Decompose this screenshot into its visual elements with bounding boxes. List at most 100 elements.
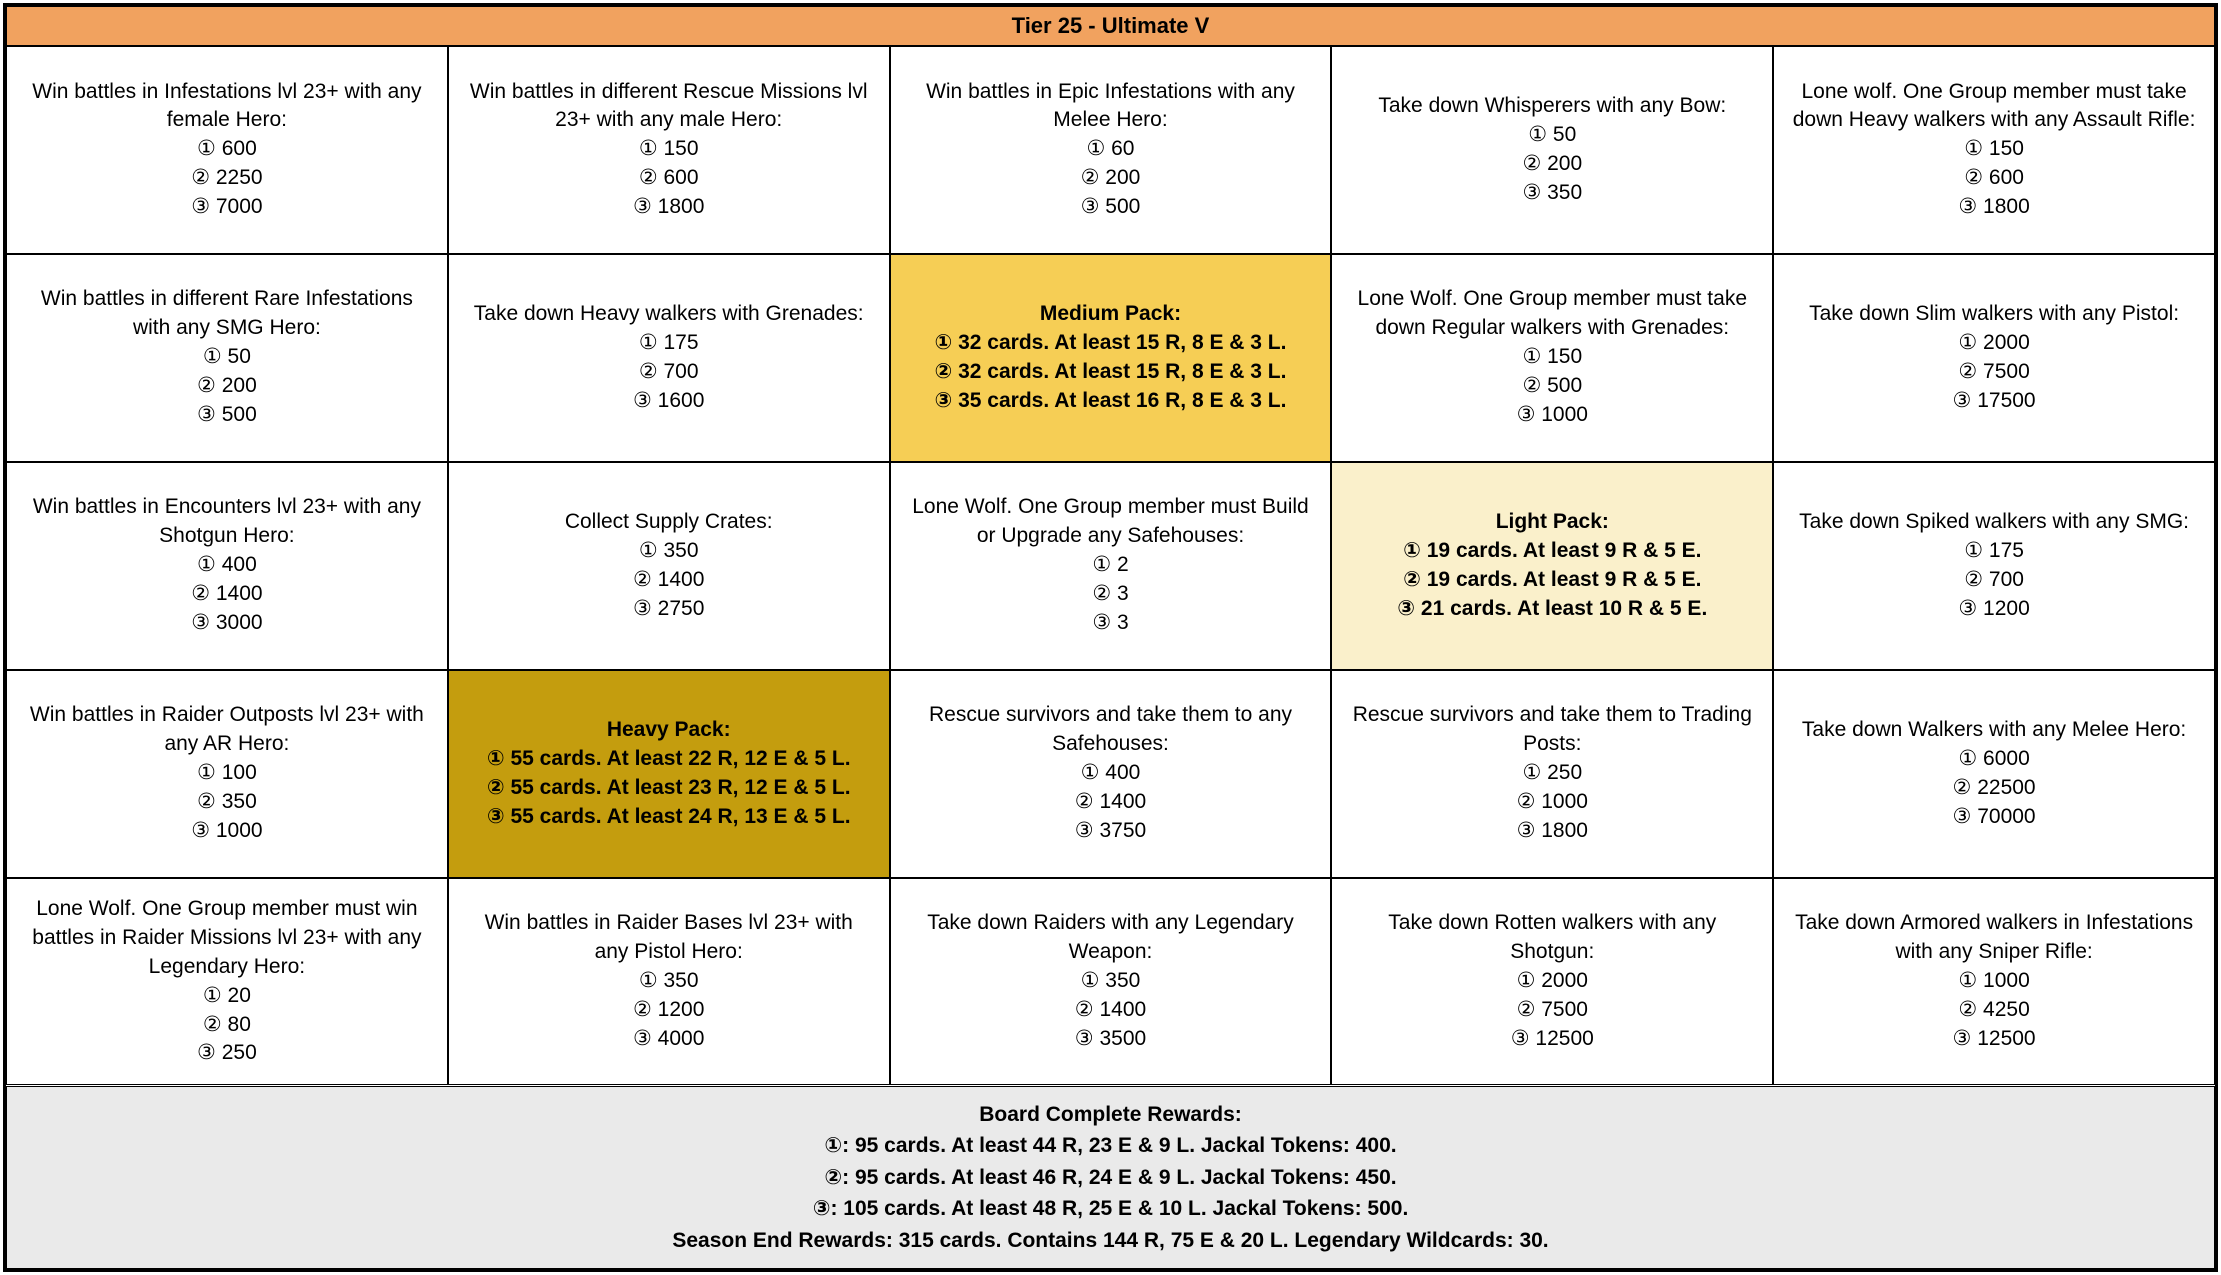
challenge-cell-r2c5: Take down Slim walkers with any Pistol: … [1773,253,2215,462]
reward-line-3: ③ 3 [1092,611,1129,635]
reward-line-3: ③ 250 [197,1041,257,1065]
challenge-title: Take down Rotten walkers with any Shotgu… [1388,911,1717,964]
reward-line-2: ② 80 [202,1012,251,1036]
reward-line-1: ① 350 [638,538,699,562]
challenge-title: Win battles in Raider Outposts lvl 23+ w… [29,703,424,756]
reward-line-2: ② 2250 [191,166,263,190]
pack-title: Light Pack: [1495,509,1609,533]
challenge-cell-r4c1: Win battles in Raider Outposts lvl 23+ w… [6,669,448,878]
challenge-title: Win battles in Epic Infestations with an… [926,79,1295,132]
challenge-cell-r3c1: Win battles in Encounters lvl 23+ with a… [6,461,448,670]
footer-reward-line-2: ②: 95 cards. At least 46 R, 24 E & 9 L. … [824,1165,1397,1189]
reward-line-3: ③ 1800 [633,195,705,219]
reward-line-3: ③ 4000 [633,1026,705,1050]
reward-line-1: ① 50 [1528,122,1577,146]
reward-line-2: ② 55 cards. At least 23 R, 12 E & 5 L. [486,775,851,799]
challenge-title: Win battles in Raider Bases lvl 23+ with… [484,911,853,964]
reward-line-3: ③ 1800 [1516,819,1588,843]
reward-line-2: ② 1400 [633,567,705,591]
reward-line-1: ① 350 [1080,969,1141,993]
reward-line-1: ① 400 [1080,761,1141,785]
reward-line-2: ② 32 cards. At least 15 R, 8 E & 3 L. [934,359,1287,383]
reward-line-1: ① 150 [1964,137,2024,161]
reward-line-1: ① 2 [1092,553,1129,577]
challenge-cell-r2c1: Win battles in different Rare Infestatio… [6,253,448,462]
reward-line-1: ① 150 [1522,345,1583,369]
reward-line-2: ② 200 [1522,151,1583,175]
challenge-cell-r1c2: Win battles in different Rescue Missions… [447,46,890,254]
reward-line-1: ① 100 [197,761,257,785]
reward-line-2: ② 500 [1522,374,1583,398]
reward-line-3: ③ 3500 [1074,1026,1147,1050]
reward-line-3: ③ 12500 [1952,1026,2036,1050]
reward-line-1: ① 55 cards. At least 22 R, 12 E & 5 L. [486,746,851,770]
challenge-title: Take down Spiked walkers with any SMG: [1799,509,2189,533]
reward-line-1: ① 19 cards. At least 9 R & 5 E. [1403,538,1702,562]
reward-line-2: ② 7500 [1516,998,1588,1022]
reward-line-3: ③ 1800 [1958,195,2030,219]
reward-line-1: ① 350 [638,969,699,993]
reward-line-2: ② 1400 [1074,790,1147,814]
reward-line-2: ② 600 [1964,166,2024,190]
reward-line-2: ② 350 [197,790,257,814]
challenge-cell-r5c5: Take down Armored walkers in Infestation… [1773,877,2215,1086]
reward-line-2: ② 700 [1964,567,2024,591]
reward-line-2: ② 1400 [191,582,263,606]
reward-line-3: ③ 3000 [191,611,263,635]
challenge-cell-r4c3: Rescue survivors and take them to any Sa… [889,669,1332,878]
reward-line-1: ① 2000 [1958,330,2030,354]
reward-line-1: ① 50 [202,345,251,369]
footer-reward-line-1: ①: 95 cards. At least 44 R, 23 E & 9 L. … [824,1134,1397,1157]
challenge-cell-r1c4: Take down Whisperers with any Bow: ① 50 … [1331,46,1774,254]
reward-line-1: ① 600 [197,137,257,161]
footer-title: Board Complete Rewards: [979,1102,1242,1126]
reward-line-1: ① 175 [638,330,699,354]
challenge-cell-r5c2: Win battles in Raider Bases lvl 23+ with… [447,877,890,1086]
reward-line-3: ③ 3750 [1074,819,1147,843]
reward-line-1: ① 60 [1086,137,1135,161]
challenge-title: Take down Slim walkers with any Pistol: [1809,301,2180,325]
reward-line-2: ② 1000 [1516,790,1588,814]
challenge-cell-r5c4: Take down Rotten walkers with any Shotgu… [1331,877,1774,1086]
challenge-title: Lone Wolf. One Group member must Build o… [912,495,1309,548]
footer-reward-line-3: ③: 105 cards. At least 48 R, 25 E & 10 L… [812,1197,1409,1220]
medium-pack-cell: Medium Pack: ① 32 cards. At least 15 R, … [889,253,1332,462]
reward-line-2: ② 19 cards. At least 9 R & 5 E. [1403,567,1702,591]
pack-title: Heavy Pack: [606,717,731,741]
challenge-cell-r1c3: Win battles in Epic Infestations with an… [889,46,1332,254]
challenge-cell-r5c3: Take down Raiders with any Legendary Wea… [889,877,1332,1086]
reward-line-1: ① 1000 [1958,969,2030,993]
reward-line-3: ③ 1000 [191,819,263,843]
reward-line-3: ③ 55 cards. At least 24 R, 13 E & 5 L. [486,804,851,828]
reward-line-3: ③ 21 cards. At least 10 R & 5 E. [1397,596,1708,620]
pack-title: Medium Pack: [1039,301,1182,325]
reward-line-3: ③ 500 [197,403,257,427]
challenge-title: Collect Supply Crates: [564,509,773,533]
challenge-grid: Win battles in Infestations lvl 23+ with… [6,46,2215,1086]
reward-line-1: ① 150 [638,137,699,161]
challenge-cell-r4c4: Rescue survivors and take them to Tradin… [1331,669,1774,878]
reward-line-1: ① 32 cards. At least 15 R, 8 E & 3 L. [934,330,1287,354]
heavy-pack-cell: Heavy Pack: ① 55 cards. At least 22 R, 1… [447,669,890,878]
challenge-cell-r3c5: Take down Spiked walkers with any SMG: ①… [1773,461,2215,670]
challenge-title: Take down Walkers with any Melee Hero: [1801,717,2187,741]
reward-line-1: ① 6000 [1958,746,2030,770]
challenge-cell-r1c1: Win battles in Infestations lvl 23+ with… [6,46,448,254]
challenge-title: Win battles in different Rare Infestatio… [40,287,413,340]
challenge-cell-r3c3: Lone Wolf. One Group member must Build o… [889,461,1332,670]
reward-line-1: ① 2000 [1516,969,1588,993]
reward-line-3: ③ 35 cards. At least 16 R, 8 E & 3 L. [934,388,1287,412]
reward-line-3: ③ 500 [1080,195,1141,219]
reward-line-3: ③ 350 [1522,180,1583,204]
challenge-cell-r2c4: Lone Wolf. One Group member must take do… [1331,253,1774,462]
challenge-title: Take down Armored walkers in Infestation… [1795,911,2194,964]
reward-line-1: ① 400 [197,553,257,577]
challenge-cell-r1c5: Lone wolf. One Group member must take do… [1773,46,2215,254]
reward-line-2: ② 1400 [1074,998,1147,1022]
reward-line-3: ③ 7000 [191,195,263,219]
reward-line-1: ① 20 [202,983,251,1007]
reward-line-2: ② 200 [197,374,257,398]
reward-line-3: ③ 1000 [1516,403,1588,427]
reward-line-2: ② 200 [1080,166,1141,190]
reward-line-2: ② 7500 [1958,359,2030,383]
